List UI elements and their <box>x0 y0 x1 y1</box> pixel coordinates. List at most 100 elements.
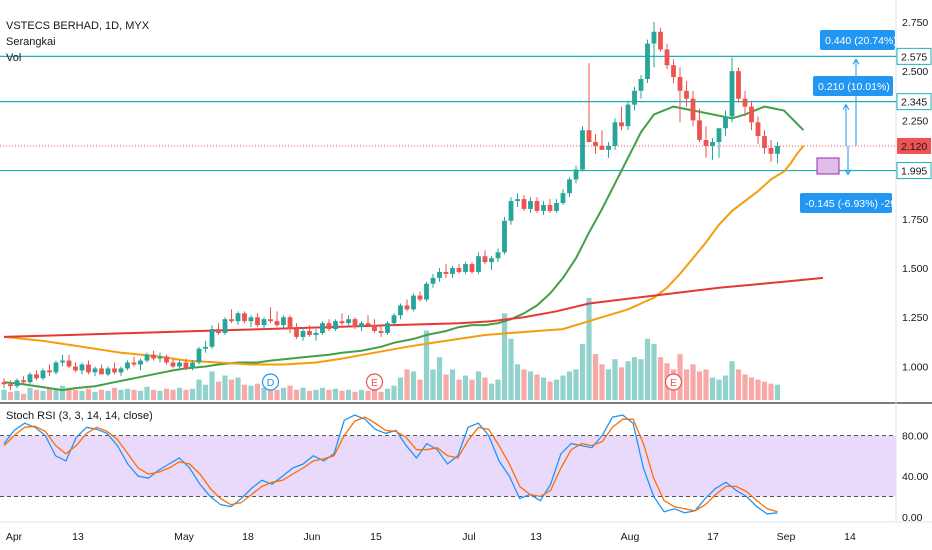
volume-bar <box>410 371 417 400</box>
event-label: E <box>371 377 378 389</box>
candle-body <box>476 256 481 272</box>
candle-body <box>222 319 228 333</box>
volume-bar <box>293 389 300 400</box>
volume-bar <box>248 385 254 400</box>
volume-bar <box>274 389 280 400</box>
candle-body <box>547 205 553 211</box>
candle <box>398 303 403 320</box>
candle-body <box>92 368 98 373</box>
volume-bar <box>241 384 248 400</box>
volume-bar <box>573 369 579 400</box>
time-axis[interactable]: Apr 13 May 18 Jun 15 Jul 13 Aug 17 Sep 14 <box>6 531 856 543</box>
candle <box>632 86 637 111</box>
volume-bar <box>651 343 657 400</box>
candle <box>27 372 33 385</box>
candle-body <box>268 319 273 322</box>
stoch-line <box>3 416 778 513</box>
measure-tool[interactable]: 0.210 (10.01%) 42 <box>813 76 905 146</box>
price-level-tag[interactable]: 2.345 <box>896 93 932 111</box>
volume-bar <box>521 369 527 400</box>
time-tick-label: Aug <box>621 531 640 543</box>
volume-bar <box>27 387 33 400</box>
event-circle <box>365 373 384 391</box>
price-axis[interactable]: 1.000 1.250 1.500 1.750 2.250 2.500 2.750 2.575… <box>896 17 932 374</box>
volume-bar <box>267 385 274 400</box>
price-level-tag[interactable]: 1.995 <box>896 162 932 180</box>
candle <box>385 321 390 335</box>
candle-body <box>164 356 169 363</box>
candle-body <box>489 258 494 263</box>
candle <box>417 291 423 302</box>
volume-bar <box>618 367 625 400</box>
volume-bar <box>14 390 20 400</box>
candle <box>729 57 735 123</box>
candle <box>573 165 579 184</box>
price-tick-label: 2.250 <box>902 115 928 127</box>
candle <box>651 21 657 68</box>
candle-body <box>469 264 475 272</box>
candle <box>697 108 702 143</box>
candle <box>190 360 195 371</box>
measure-label: 0.210 (10.01%) 42 <box>818 81 905 93</box>
candle <box>606 142 611 158</box>
volume-bar <box>384 388 391 400</box>
price-level-tag-text: 2.345 <box>901 97 927 109</box>
candle <box>86 360 91 375</box>
time-tick-label: Apr <box>6 531 23 543</box>
candle <box>118 366 124 377</box>
volume-bar <box>20 393 27 400</box>
event-marker[interactable]: E <box>664 373 683 391</box>
last-price-tag-text: 2.120 <box>901 141 927 153</box>
candle-body <box>313 332 319 335</box>
moving-average-line <box>3 276 824 338</box>
volume-bar <box>176 387 183 400</box>
time-tick-label: 17 <box>707 531 719 543</box>
volume-bar <box>690 364 696 400</box>
candle <box>365 315 371 328</box>
candle-body <box>385 323 390 333</box>
candle <box>430 273 436 288</box>
candle <box>710 138 715 160</box>
candle <box>300 327 306 341</box>
price-level-lines[interactable] <box>0 55 896 172</box>
price-level-tag[interactable]: 2.575 <box>896 47 932 65</box>
candle-body <box>697 120 702 141</box>
candle <box>248 315 254 328</box>
event-marker[interactable]: D <box>261 373 280 391</box>
price-tick-label: 2.500 <box>902 66 928 78</box>
chart-style-label: Serangkai <box>6 36 56 48</box>
candle-body <box>586 130 592 143</box>
event-marker[interactable]: E <box>365 373 384 391</box>
moving-average-line <box>3 145 805 366</box>
measure-tools[interactable]: 0.440 (20.74%) 88 0.210 (10.01%) 42 -0.145… <box>800 30 912 213</box>
candle-body <box>196 348 202 363</box>
symbol-title: VSTECS BERHAD, 1D, MYX <box>6 20 150 32</box>
volume-bar <box>742 374 748 400</box>
volume-bar <box>189 388 196 400</box>
volume-bar <box>339 390 345 400</box>
stoch-tick-label: 0.00 <box>902 512 923 524</box>
last-price-tag[interactable]: 2.120 <box>897 137 931 154</box>
candle-body <box>60 360 65 363</box>
candle <box>677 67 683 123</box>
candle-body <box>378 331 384 333</box>
volume-bar <box>92 391 98 400</box>
price-tick-label: 1.000 <box>902 361 928 373</box>
candle-body <box>430 277 436 284</box>
volume-bar <box>755 379 761 400</box>
stoch-rsi-panel: 80.00 40.00 0.00 <box>0 414 928 524</box>
candle <box>684 80 689 107</box>
volume-bar <box>202 384 209 400</box>
candle <box>53 360 59 375</box>
measure-tool[interactable]: -0.145 (-6.93%) -29 <box>800 145 896 213</box>
volume-bar <box>482 377 488 400</box>
candle <box>313 329 319 341</box>
price-tick-label: 1.250 <box>902 312 928 324</box>
price-level-tag-box <box>896 162 932 180</box>
measure-tool[interactable]: 0.440 (20.74%) 88 <box>820 30 912 146</box>
candle-body <box>261 319 267 326</box>
candle <box>66 354 72 369</box>
volume-bar <box>599 364 605 400</box>
